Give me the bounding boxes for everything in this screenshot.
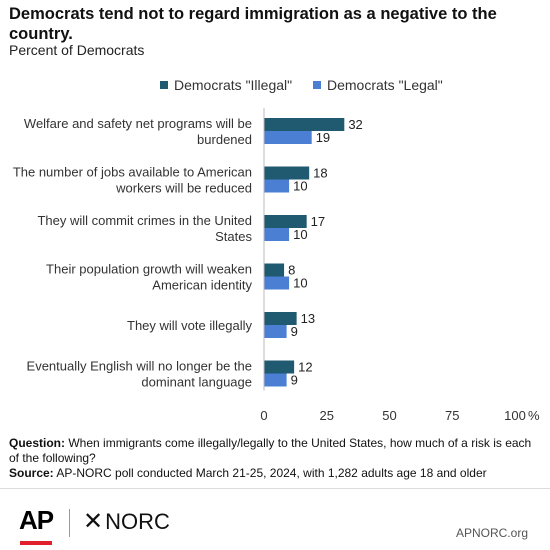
bar-value-label: 18 [313,166,327,181]
bar-illegal [264,312,297,325]
bar-value-label: 13 [301,311,315,326]
bar-value-label: 12 [298,360,312,375]
bar-value-label: 19 [316,130,330,145]
x-tick-label: 75 [445,408,459,423]
bar-legal [264,179,290,193]
norc-wordmark: NORC [105,509,170,534]
x-tick-label: 0 [260,408,267,423]
bar-value-label: 8 [288,263,295,278]
category-label: Their population growth will weaken Ameri… [46,262,252,293]
question-label: Question: [9,436,65,450]
chart-title: Democrats tend not to regard immigration… [9,5,497,43]
bar-illegal [264,118,345,131]
category-label: They will vote illegally [127,318,252,333]
footer-divider [0,488,550,489]
norc-logo: ✕ NORC [83,509,170,535]
bar-value-label: 9 [291,373,298,388]
category-label: They will commit crimes in the United Sta… [37,213,252,244]
x-tick-label: 100 [504,408,526,423]
norc-star-icon: ✕ [83,508,104,535]
x-unit-label: % [528,408,540,423]
legend-swatch-1 [313,81,321,89]
bar-value-label: 10 [293,276,307,291]
source-text: AP-NORC poll conducted March 21-25, 2024… [56,466,487,480]
bar-value-label: 9 [291,324,298,339]
legend-label-0: Democrats "Illegal" [174,77,292,93]
bar-illegal [264,263,285,277]
logo-divider [69,509,70,537]
x-tick-label: 25 [320,408,334,423]
bar-value-label: 17 [311,214,325,229]
bar-legal [264,325,287,338]
category-label: The number of jobs available to American… [13,165,252,196]
bar-legal [264,228,290,241]
ap-logo: AP [19,505,54,535]
source-note: Source: AP-NORC poll conducted March 21-… [9,466,544,481]
bar-illegal [264,215,307,228]
bar-chart: Democrats "Illegal" Democrats "Legal" Welf… [13,77,540,423]
bar-legal [264,276,290,290]
bar-legal [264,131,312,144]
question-text: When immigrants come illegally/legally t… [9,436,532,465]
category-label: Welfare and safety net programs will be b… [24,116,252,147]
source-label: Source: [9,466,54,480]
bar-illegal [264,166,310,180]
legend-label-1: Democrats "Legal" [327,77,443,93]
bar-illegal [264,360,295,374]
bar-value-label: 10 [293,179,307,194]
question-note: Question: When immigrants come illegally… [9,436,544,466]
bar-value-label: 32 [348,117,362,132]
footnote: Question: When immigrants come illegally… [9,436,544,481]
x-tick-label: 50 [382,408,396,423]
chart-subtitle: Percent of Democrats [9,42,145,58]
bar-value-label: 10 [293,227,307,242]
bar-legal [264,373,287,387]
ap-logo-underline [20,541,52,545]
category-label: Eventually English will no longer be the… [27,359,252,390]
legend-swatch-0 [160,81,168,89]
site-link[interactable]: APNORC.org [455,526,528,540]
